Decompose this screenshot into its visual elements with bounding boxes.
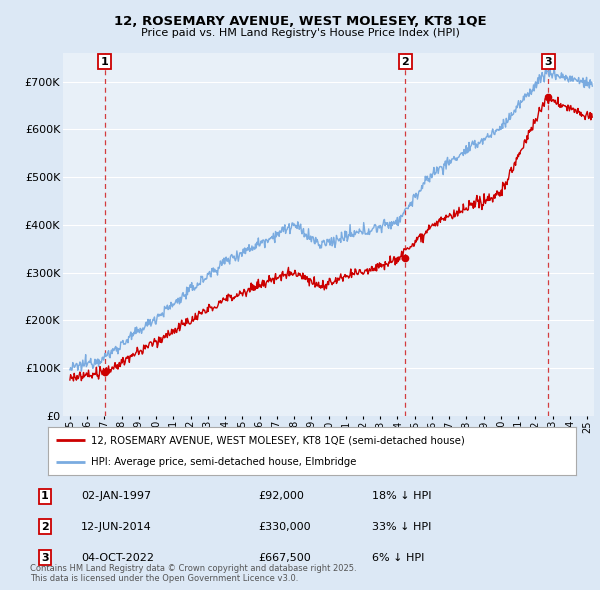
Text: 04-OCT-2022: 04-OCT-2022: [81, 553, 154, 562]
Text: HPI: Average price, semi-detached house, Elmbridge: HPI: Average price, semi-detached house,…: [91, 457, 356, 467]
Text: 2: 2: [41, 522, 49, 532]
Text: Price paid vs. HM Land Registry's House Price Index (HPI): Price paid vs. HM Land Registry's House …: [140, 28, 460, 38]
Text: 02-JAN-1997: 02-JAN-1997: [81, 491, 151, 501]
Text: 1: 1: [41, 491, 49, 501]
Text: 12, ROSEMARY AVENUE, WEST MOLESEY, KT8 1QE: 12, ROSEMARY AVENUE, WEST MOLESEY, KT8 1…: [113, 15, 487, 28]
Text: £92,000: £92,000: [258, 491, 304, 501]
Text: 3: 3: [41, 553, 49, 562]
Text: 3: 3: [545, 57, 552, 67]
Text: 18% ↓ HPI: 18% ↓ HPI: [372, 491, 431, 501]
Text: 33% ↓ HPI: 33% ↓ HPI: [372, 522, 431, 532]
Text: £667,500: £667,500: [258, 553, 311, 562]
Text: 1: 1: [101, 57, 109, 67]
Text: 12-JUN-2014: 12-JUN-2014: [81, 522, 152, 532]
Text: Contains HM Land Registry data © Crown copyright and database right 2025.
This d: Contains HM Land Registry data © Crown c…: [30, 563, 356, 583]
Text: £330,000: £330,000: [258, 522, 311, 532]
Text: 2: 2: [401, 57, 409, 67]
Text: 6% ↓ HPI: 6% ↓ HPI: [372, 553, 424, 562]
Text: 12, ROSEMARY AVENUE, WEST MOLESEY, KT8 1QE (semi-detached house): 12, ROSEMARY AVENUE, WEST MOLESEY, KT8 1…: [91, 435, 465, 445]
